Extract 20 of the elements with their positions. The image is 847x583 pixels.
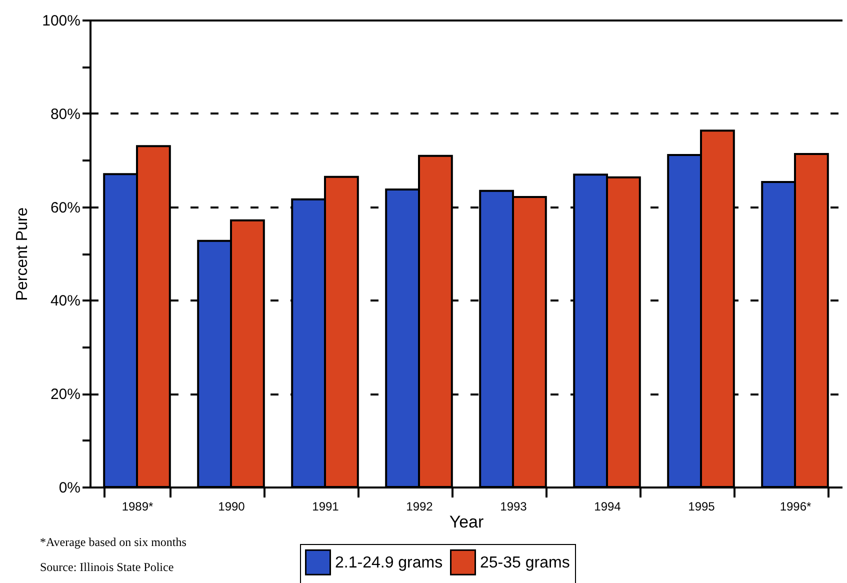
y-axis-title: Percent Pure bbox=[14, 207, 32, 301]
legend-label: 2.1-24.9 grams bbox=[335, 554, 443, 572]
text: *Average based on six months bbox=[40, 534, 186, 551]
y-tick-label: 20% bbox=[50, 386, 80, 404]
x-tick-label: 1990 bbox=[218, 500, 246, 514]
y-tick-label: 40% bbox=[50, 292, 80, 310]
y-tick-label: 60% bbox=[50, 199, 80, 216]
x-tick-label: 1989* bbox=[122, 500, 154, 514]
x-tick-label: 1996* bbox=[780, 500, 812, 514]
x-axis-title: Year bbox=[449, 512, 484, 532]
x-tick-label: 1992 bbox=[406, 500, 434, 514]
x-tick-label: 1993 bbox=[500, 500, 528, 514]
source-note: Source: Illinois State Police bbox=[40, 559, 175, 576]
legend-label: 25-35 grams bbox=[480, 554, 570, 572]
y-tick-label: 0% bbox=[58, 480, 80, 496]
x-tick-label: 1994 bbox=[594, 500, 622, 514]
x-tick-label: 1995 bbox=[688, 500, 716, 514]
x-tick-label: 1991 bbox=[312, 500, 340, 514]
y-tick-label: 80% bbox=[50, 106, 80, 123]
y-tick-label: 100% bbox=[42, 12, 80, 30]
